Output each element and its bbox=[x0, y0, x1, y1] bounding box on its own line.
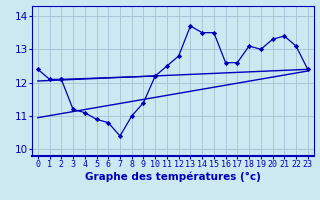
X-axis label: Graphe des températures (°c): Graphe des températures (°c) bbox=[85, 172, 261, 182]
